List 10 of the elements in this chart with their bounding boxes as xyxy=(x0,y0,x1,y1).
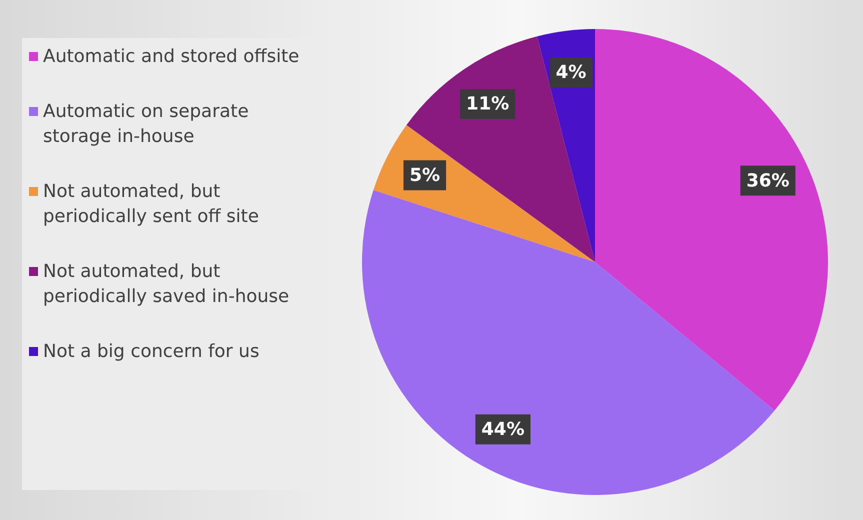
data-label: 36% xyxy=(746,170,790,192)
legend-label: Not automated, but periodically sent off site xyxy=(43,180,260,229)
data-label: 4% xyxy=(556,62,586,84)
legend-label: Automatic on separate storage in-house xyxy=(43,100,250,149)
legend-label: Automatic and stored offsite xyxy=(43,45,300,69)
legend-label: Not a big concern for us xyxy=(43,340,260,364)
data-label: 44% xyxy=(481,419,525,440)
data-label: 5% xyxy=(409,164,440,186)
data-label: 11% xyxy=(466,94,510,115)
legend-label: Not automated, but periodically saved in-house xyxy=(43,260,290,309)
